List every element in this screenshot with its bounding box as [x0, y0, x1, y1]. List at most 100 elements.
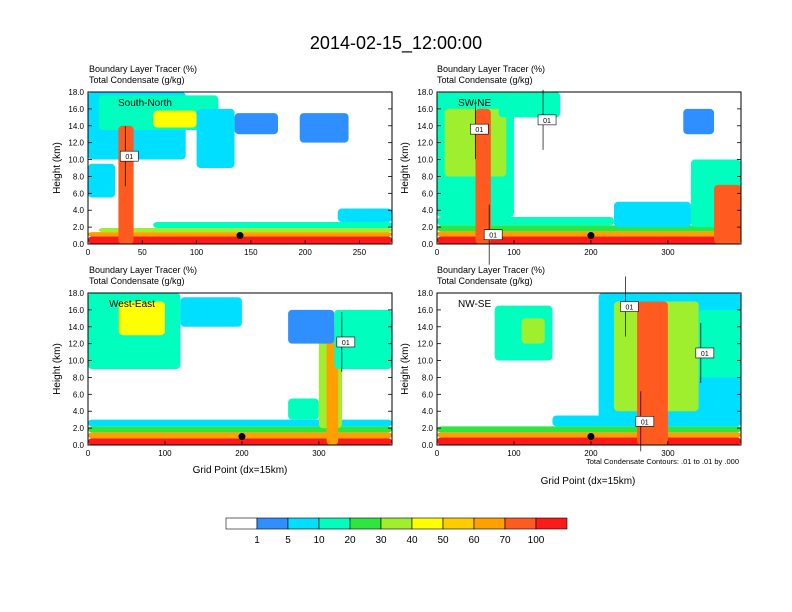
y-tick-label: 14.0 — [68, 323, 84, 332]
contour-label-box — [695, 347, 715, 359]
field-block — [334, 309, 392, 369]
colorbar-label: 10 — [313, 535, 325, 546]
field-block — [98, 227, 392, 233]
field-block — [521, 318, 545, 344]
x-tick-label: 200 — [584, 248, 598, 257]
x-tick-label: 0 — [435, 248, 440, 257]
colorbar-swatch — [411, 517, 444, 530]
x-tick-label: 100 — [158, 449, 172, 458]
contour-label: 01 — [543, 118, 551, 125]
plot-frame — [436, 91, 742, 245]
colorbar-swatch — [287, 517, 320, 530]
panel-west-east: Boundary Layer Tracer (%) Total Condensa… — [52, 265, 393, 476]
x-axis-label: Grid Point (dx=15km) — [541, 476, 636, 487]
y-tick-label: 12.0 — [68, 340, 84, 349]
colorbar-swatch — [256, 517, 289, 530]
contour-note: Total Condensate Contours: .01 to .01 by… — [586, 457, 739, 466]
colorbar-label: 30 — [375, 535, 387, 546]
y-tick-label: 12.0 — [68, 139, 84, 148]
y-tick-label: 8.0 — [422, 373, 434, 382]
panel-title-line1: Boundary Layer Tracer (%) — [89, 265, 197, 275]
colorbar-swatch — [318, 517, 351, 530]
panel-title-line2: Total Condensate (g/kg) — [437, 75, 533, 85]
plot-frame — [87, 292, 393, 446]
field-block — [88, 236, 392, 244]
y-axis-label: Height (km) — [400, 343, 411, 395]
location-marker — [238, 433, 246, 441]
colorbar-swatch — [349, 517, 382, 530]
contour-label: 01 — [125, 154, 133, 161]
y-tick-label: 8.0 — [73, 373, 85, 382]
field-block — [498, 92, 561, 118]
contour-label-box — [119, 150, 139, 162]
field-block — [88, 426, 392, 433]
colorbar-label: 100 — [528, 535, 545, 546]
y-tick-label: 18.0 — [417, 289, 433, 298]
colorbar-swatch — [380, 517, 413, 530]
field-block — [118, 125, 134, 244]
y-tick-label: 16.0 — [417, 306, 433, 315]
y-tick-label: 16.0 — [68, 105, 84, 114]
y-tick-label: 14.0 — [68, 122, 84, 131]
y-tick-label: 18.0 — [68, 88, 84, 97]
colorbar-label: 20 — [344, 535, 356, 546]
contour-label-box — [336, 336, 356, 348]
field-block — [153, 110, 197, 128]
panel-title-line1: Boundary Layer Tracer (%) — [437, 64, 545, 74]
field-block — [288, 309, 335, 344]
x-tick-label: 200 — [584, 449, 598, 458]
colorbar-label: 5 — [285, 535, 291, 546]
panel-label: South-North — [118, 98, 172, 109]
contour-label-box — [635, 416, 655, 427]
colorbar: 1 5 10 20 30 40 50 60 70 100 — [225, 517, 568, 546]
field-block — [337, 208, 392, 223]
y-axis-label: Height (km) — [52, 142, 63, 194]
colorbar-swatch — [225, 517, 258, 530]
panel-south-north: Boundary Layer Tracer (%) Total Condensa… — [52, 64, 393, 257]
x-tick-label: 50 — [138, 248, 147, 257]
y-tick-label: 14.0 — [417, 323, 433, 332]
panel-title-line1: Boundary Layer Tracer (%) — [89, 64, 197, 74]
x-tick-label: 200 — [298, 248, 312, 257]
plot-frame — [436, 292, 742, 446]
x-tick-label: 0 — [86, 248, 91, 257]
field-block — [88, 419, 392, 427]
field-block — [437, 216, 615, 226]
y-tick-label: 2.0 — [73, 424, 85, 433]
x-tick-label: 300 — [312, 449, 326, 458]
x-tick-label: 100 — [507, 449, 521, 458]
y-tick-label: 14.0 — [417, 122, 433, 131]
y-tick-label: 2.0 — [73, 223, 85, 232]
field-block — [683, 108, 715, 135]
field-block — [475, 108, 491, 244]
y-tick-label: 2.0 — [422, 424, 434, 433]
x-axis-label: Grid Point (dx=15km) — [193, 465, 288, 476]
y-tick-label: 4.0 — [422, 407, 434, 416]
field-block — [196, 108, 235, 168]
contour-label-box — [483, 229, 503, 241]
field-block — [88, 438, 392, 445]
y-tick-label: 12.0 — [417, 139, 433, 148]
y-tick-label: 4.0 — [422, 206, 434, 215]
colorbar-label: 60 — [468, 535, 480, 546]
panel-southwest-northeast: Boundary Layer Tracer (%) Total Condensa… — [400, 64, 742, 265]
y-tick-label: 0.0 — [422, 441, 434, 450]
panel-label: West-East — [109, 299, 155, 310]
field-block — [153, 222, 392, 228]
plot-frame — [87, 91, 393, 245]
panel-label: SW-NE — [458, 98, 491, 109]
x-tick-label: 300 — [661, 449, 675, 458]
colorbar-label: 50 — [437, 535, 449, 546]
y-tick-label: 12.0 — [417, 340, 433, 349]
y-tick-label: 10.0 — [68, 357, 84, 366]
location-marker — [587, 232, 595, 240]
panel-northwest-southeast: Boundary Layer Tracer (%) Total Condensa… — [400, 265, 742, 487]
y-tick-label: 8.0 — [73, 172, 85, 181]
contour-label: 01 — [475, 127, 483, 134]
y-tick-label: 6.0 — [73, 390, 85, 399]
field-block — [637, 301, 668, 445]
contour-label: 01 — [641, 419, 649, 426]
colorbar-swatch — [473, 517, 506, 530]
field-block — [437, 426, 741, 433]
